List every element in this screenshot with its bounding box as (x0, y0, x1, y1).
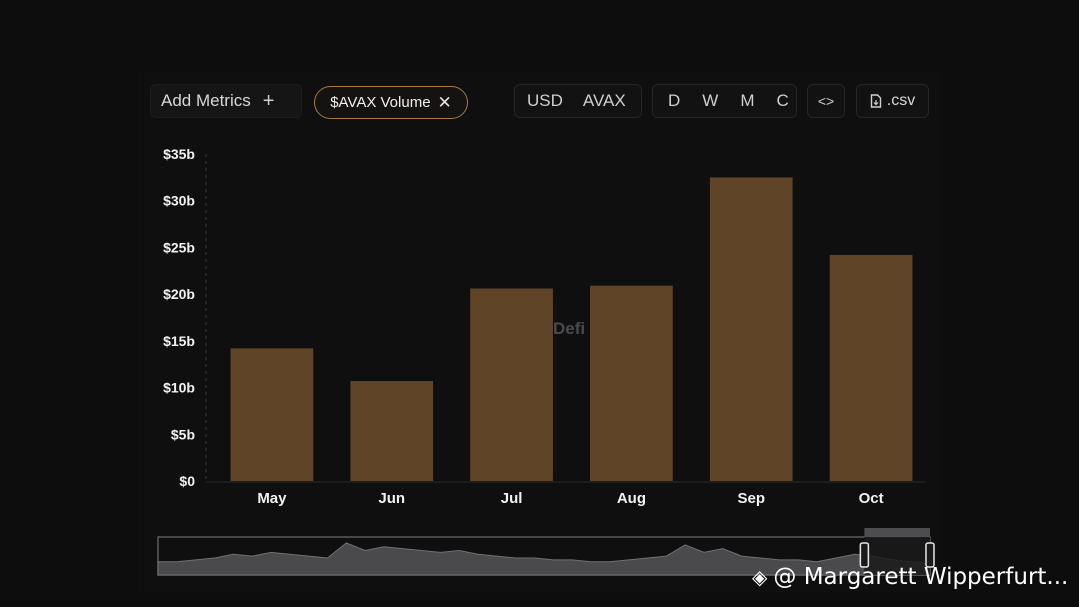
y-tick-label: $20b (163, 286, 195, 302)
credit-text: @ Margarett Wipperfurt... (773, 564, 1069, 590)
period-option-week[interactable]: W (702, 91, 719, 110)
x-tick-label: Jun (378, 490, 405, 507)
y-tick-label: $30b (163, 193, 195, 209)
code-icon: <> (817, 93, 835, 109)
file-icon (870, 94, 881, 108)
period-option-day[interactable]: D (668, 91, 681, 110)
x-tick-label: Aug (617, 490, 646, 507)
y-tick-label: $0 (179, 473, 195, 489)
currency-option-avax[interactable]: AVAX (582, 91, 626, 110)
period-option-month[interactable]: M (740, 91, 755, 110)
period-toggle-group: D W M C (652, 84, 797, 118)
metric-chip[interactable]: $AVAX Volume ✕ (314, 86, 468, 119)
watermark: Defi (553, 319, 585, 338)
add-metrics-button[interactable]: Add Metrics + (150, 84, 302, 118)
bar-jun[interactable] (350, 381, 434, 481)
y-tick-label: $10b (163, 380, 195, 396)
y-axis: $0 $5b $10b $15b $20b $25b $30b $35b (163, 146, 207, 489)
csv-download-button[interactable]: .csv (856, 84, 929, 118)
y-tick-label: $25b (163, 239, 195, 255)
y-tick-label: $5b (171, 426, 195, 442)
close-icon[interactable]: ✕ (437, 92, 452, 112)
bar-series (230, 177, 913, 481)
bar-oct[interactable] (829, 254, 913, 481)
bar-jul[interactable] (470, 288, 553, 481)
plus-icon: + (262, 89, 275, 112)
add-metrics-label: Add Metrics (161, 91, 251, 110)
x-tick-label: Sep (737, 490, 765, 507)
bar-aug[interactable] (590, 285, 673, 481)
brush-handle-right[interactable] (925, 542, 935, 568)
brush-area (157, 542, 931, 576)
csv-label: .csv (886, 92, 916, 109)
bar-sep[interactable] (709, 177, 793, 481)
metric-chip-label: $AVAX Volume (330, 94, 431, 111)
embed-button[interactable]: <> (807, 84, 845, 118)
period-option-cumulative[interactable]: C (776, 91, 789, 110)
x-tick-label: Jul (501, 490, 523, 507)
brush-drag-tab[interactable] (864, 528, 930, 537)
range-brush[interactable] (157, 528, 935, 576)
y-tick-label: $15b (163, 333, 195, 349)
binance-logo-icon: ◈ (752, 565, 768, 589)
credit-watermark: ◈ @ Margarett Wipperfurt... (752, 564, 1068, 590)
currency-toggle-group: USD AVAX (514, 84, 642, 118)
x-axis: May Jun Jul Aug Sep Oct (206, 481, 925, 507)
brush-selection[interactable] (864, 537, 930, 575)
currency-option-usd[interactable]: USD (527, 91, 563, 110)
brush-handle-left[interactable] (859, 542, 870, 568)
y-tick-label: $35b (163, 146, 195, 162)
x-tick-label: May (257, 490, 287, 507)
x-tick-label: Oct (859, 490, 884, 507)
bar-may[interactable] (230, 348, 314, 481)
